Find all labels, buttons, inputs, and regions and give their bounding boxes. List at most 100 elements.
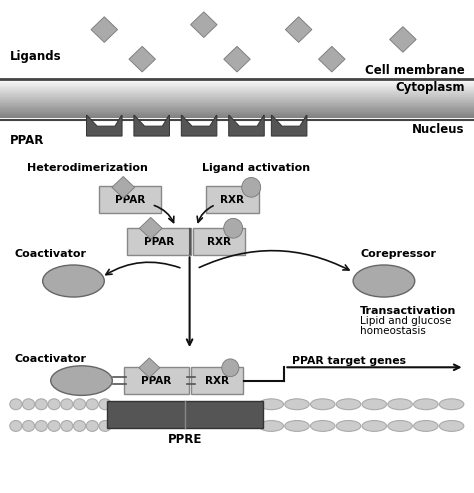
Polygon shape <box>139 217 162 239</box>
Bar <box>0 79 474 80</box>
Ellipse shape <box>362 421 387 431</box>
Ellipse shape <box>23 421 35 431</box>
Text: Cytoplasm: Cytoplasm <box>395 81 465 94</box>
Bar <box>0 99 474 100</box>
Ellipse shape <box>310 421 335 431</box>
Bar <box>0 94 474 95</box>
Bar <box>0 98 474 99</box>
Polygon shape <box>319 46 345 72</box>
Ellipse shape <box>414 399 438 410</box>
Bar <box>0 107 474 108</box>
Text: PPRE: PPRE <box>168 433 202 446</box>
Bar <box>0 112 474 113</box>
Text: Nucleus: Nucleus <box>412 123 465 136</box>
Circle shape <box>222 359 239 377</box>
Circle shape <box>224 218 243 238</box>
Ellipse shape <box>259 421 283 431</box>
Bar <box>0 90 474 91</box>
Ellipse shape <box>73 421 86 431</box>
Ellipse shape <box>388 399 412 410</box>
Bar <box>0 116 474 117</box>
Ellipse shape <box>285 421 309 431</box>
Ellipse shape <box>336 421 361 431</box>
Ellipse shape <box>86 399 98 410</box>
Bar <box>0 83 474 84</box>
Polygon shape <box>271 115 307 136</box>
Ellipse shape <box>86 421 98 431</box>
Ellipse shape <box>35 421 47 431</box>
Ellipse shape <box>414 421 438 431</box>
FancyBboxPatch shape <box>191 367 244 394</box>
Ellipse shape <box>48 399 60 410</box>
Bar <box>0 96 474 97</box>
Ellipse shape <box>310 399 335 410</box>
Text: PPAR target genes: PPAR target genes <box>292 356 406 366</box>
Ellipse shape <box>99 399 111 410</box>
Ellipse shape <box>35 399 47 410</box>
Ellipse shape <box>353 265 415 297</box>
Text: RXR: RXR <box>205 376 229 386</box>
Text: Corepressor: Corepressor <box>360 249 436 259</box>
Bar <box>0 106 474 107</box>
Bar <box>0 89 474 90</box>
Text: Heterodimerization: Heterodimerization <box>27 163 148 173</box>
Bar <box>0 85 474 86</box>
Polygon shape <box>86 115 122 136</box>
Polygon shape <box>224 46 250 72</box>
Ellipse shape <box>61 399 73 410</box>
Bar <box>0 86 474 87</box>
Text: Ligands: Ligands <box>9 50 61 63</box>
Bar <box>0 115 474 116</box>
Ellipse shape <box>362 399 387 410</box>
Bar <box>0 82 474 83</box>
Bar <box>0 102 474 103</box>
Text: PPAR: PPAR <box>141 376 172 386</box>
Ellipse shape <box>10 399 22 410</box>
Text: Lipid and glucose: Lipid and glucose <box>360 317 452 326</box>
Polygon shape <box>134 115 169 136</box>
Bar <box>0 93 474 94</box>
Bar <box>0 97 474 98</box>
Polygon shape <box>139 358 160 378</box>
Bar <box>0 88 474 89</box>
Bar <box>0 110 474 111</box>
Ellipse shape <box>43 265 104 297</box>
Bar <box>0 95 474 96</box>
Ellipse shape <box>48 421 60 431</box>
Bar <box>0 105 474 106</box>
FancyBboxPatch shape <box>127 228 191 255</box>
Circle shape <box>242 177 261 197</box>
Text: homeostasis: homeostasis <box>360 326 426 336</box>
Polygon shape <box>285 17 312 42</box>
Ellipse shape <box>61 421 73 431</box>
FancyBboxPatch shape <box>100 186 161 213</box>
Bar <box>0 101 474 102</box>
Text: PPAR: PPAR <box>115 195 146 205</box>
Text: PPAR: PPAR <box>144 237 174 246</box>
Bar <box>0 91 474 92</box>
Ellipse shape <box>336 399 361 410</box>
Bar <box>0 92 474 93</box>
Bar <box>107 401 263 428</box>
Text: Coactivator: Coactivator <box>14 354 86 364</box>
Bar <box>0 80 474 81</box>
Bar <box>0 108 474 109</box>
Polygon shape <box>91 17 118 42</box>
Ellipse shape <box>439 399 464 410</box>
Ellipse shape <box>73 399 86 410</box>
Text: Cell membrane: Cell membrane <box>365 65 465 77</box>
Ellipse shape <box>99 421 111 431</box>
Polygon shape <box>129 46 155 72</box>
FancyBboxPatch shape <box>124 367 189 394</box>
Text: RXR: RXR <box>220 195 244 205</box>
FancyBboxPatch shape <box>206 186 259 213</box>
Bar <box>0 81 474 82</box>
Text: RXR: RXR <box>207 237 231 246</box>
Bar <box>0 104 474 105</box>
Bar <box>0 100 474 101</box>
Polygon shape <box>228 115 264 136</box>
Polygon shape <box>390 27 416 52</box>
Bar <box>0 111 474 112</box>
Bar <box>0 109 474 110</box>
Ellipse shape <box>439 421 464 431</box>
